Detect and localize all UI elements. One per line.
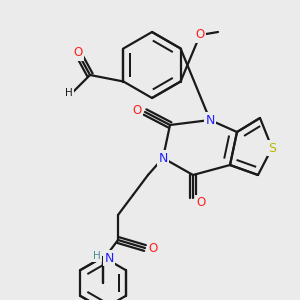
Text: N: N [205, 113, 215, 127]
Text: O: O [74, 46, 82, 59]
Text: H: H [93, 251, 101, 261]
Text: O: O [196, 196, 206, 209]
Text: H: H [65, 88, 73, 98]
Text: O: O [148, 242, 158, 254]
Text: N: N [158, 152, 168, 164]
Text: N: N [104, 251, 114, 265]
Text: S: S [268, 142, 276, 154]
Text: O: O [132, 103, 142, 116]
Text: O: O [195, 28, 205, 41]
